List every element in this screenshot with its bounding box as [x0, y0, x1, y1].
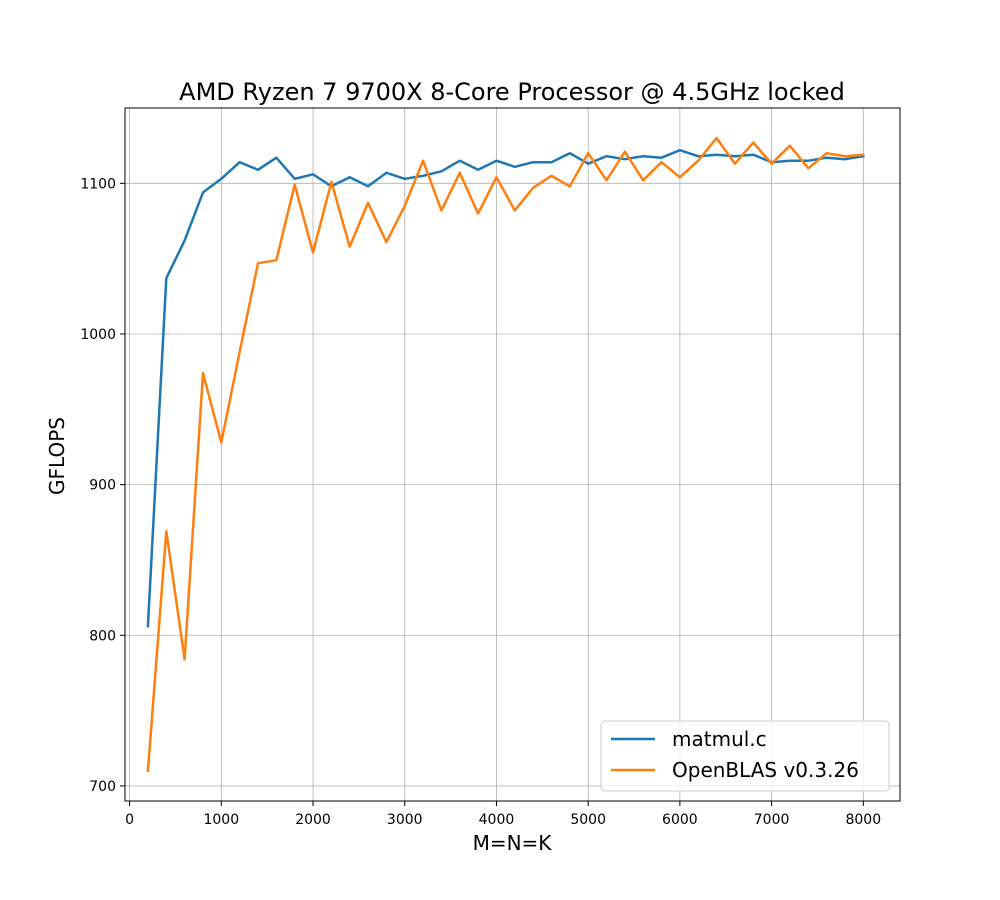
y-tick-label: 1000: [80, 327, 116, 343]
y-tick-label: 800: [89, 628, 116, 644]
plot-frame: [124, 107, 901, 802]
legend-label-openblas: OpenBLAS v0.3.26: [672, 758, 859, 782]
y-tick-label: 1100: [80, 176, 116, 192]
y-tick-label: 700: [89, 779, 116, 795]
x-tick-label: 5000: [570, 812, 606, 828]
x-tick-label: 8000: [845, 812, 881, 828]
legend: matmul.c OpenBLAS v0.3.26: [600, 720, 890, 792]
legend-box: [600, 720, 890, 792]
series-lines: [146, 136, 865, 773]
legend-label-matmul: matmul.c: [672, 727, 767, 751]
x-tick-label: 2000: [295, 812, 331, 828]
x-tick-label: 3000: [387, 812, 423, 828]
y-axis-label: GFLOPS: [45, 417, 69, 495]
series-line-matmul: [146, 148, 865, 628]
x-tick-label: 6000: [662, 812, 698, 828]
x-axis-ticks: 0 1000 2000 3000 4000 5000 6000 7000 8000: [125, 801, 881, 828]
y-axis-ticks: 700 800 900 1000 1100: [80, 176, 125, 795]
x-axis-label: M=N=K: [473, 831, 553, 855]
chart-title: AMD Ryzen 7 9700X 8-Core Processor @ 4.5…: [179, 78, 845, 106]
y-tick-label: 900: [89, 478, 116, 494]
x-tick-label: 7000: [754, 812, 790, 828]
series-line-openblas: [146, 136, 865, 773]
x-tick-label: 1000: [203, 812, 239, 828]
x-tick-label: 0: [125, 812, 134, 828]
x-tick-label: 4000: [479, 812, 515, 828]
